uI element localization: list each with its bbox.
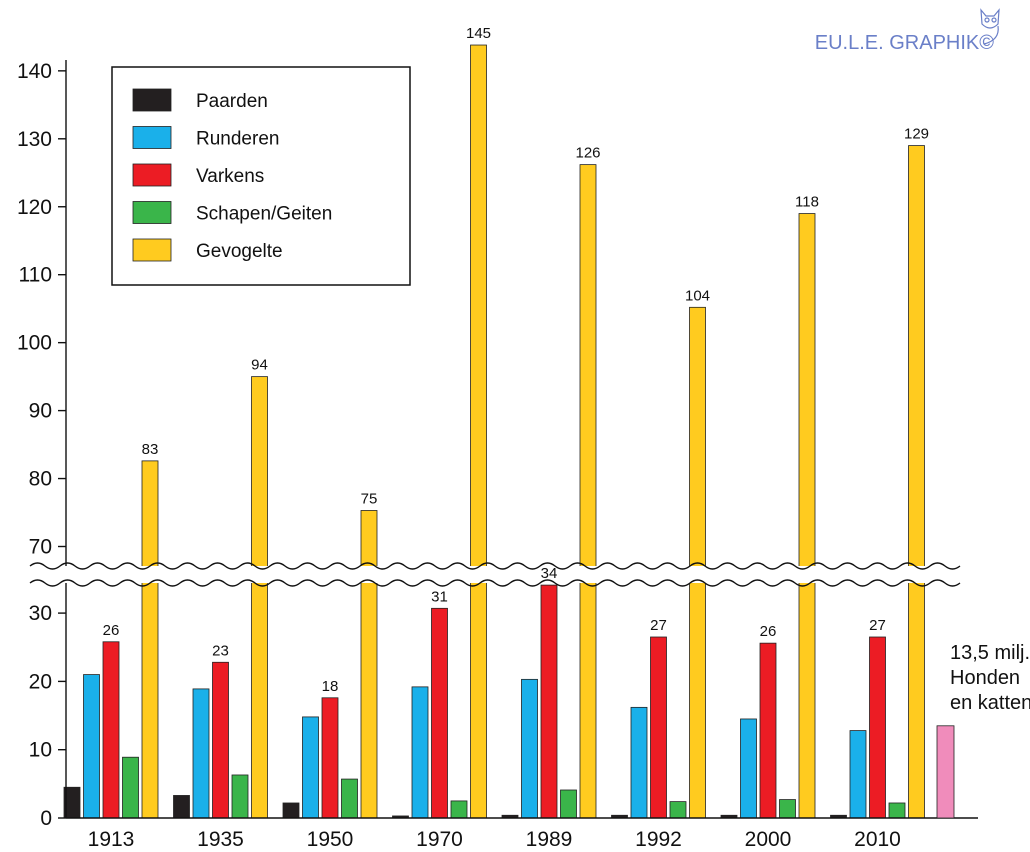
bar-runderen-1970 [411, 686, 429, 819]
legend: Paarden Runderen Varkens Schapen/Geiten Gevo… [111, 66, 411, 286]
y-tick-label-0: 0 [40, 807, 52, 830]
legend-swatch-schapen-geiten [132, 201, 172, 224]
x-tick-label-2000: 2000 [745, 828, 792, 851]
y-tick-label-110: 110 [19, 264, 52, 287]
bar-schapen-geiten-1992 [669, 801, 687, 819]
legend-label-gevogelte: Gevogelte [196, 241, 283, 262]
data-label-gevogelte-2000: 118 [795, 194, 819, 211]
data-label-varkens-2000: 26 [760, 623, 777, 640]
data-label-gevogelte-1970: 145 [466, 25, 491, 42]
data-label-gevogelte-1950: 75 [361, 490, 378, 507]
bar-varkens-1989 [540, 584, 558, 819]
bar-varkens-1992 [650, 636, 667, 819]
pets-note-line-1: 13,5 milj. [950, 642, 1030, 664]
legend-label-varkens: Varkens [196, 166, 264, 187]
axis-break-marks [29, 562, 961, 587]
bar-schapen-geiten-1935 [231, 774, 249, 819]
bar-paarden-1950 [282, 802, 300, 819]
bar-varkens-1970 [431, 607, 448, 819]
bar-schapen-geiten-2000 [779, 799, 796, 819]
bar-schapen-geiten-1970 [450, 800, 468, 819]
bar-gevogelte-2000 [798, 213, 816, 819]
data-label-varkens-1935: 23 [212, 642, 229, 659]
y-tick-label-30: 30 [29, 602, 52, 625]
pets-note-line-2: Honden [950, 667, 1020, 689]
data-label-gevogelte-1989: 126 [575, 145, 600, 162]
bar-honden-en-katten [936, 725, 955, 819]
bar-gevogelte-2010 [908, 145, 925, 819]
bar-varkens-2000 [759, 642, 777, 819]
x-tick-label-1970: 1970 [416, 828, 463, 851]
axis-break-line-bottom [29, 579, 961, 587]
bar-gevogelte-1935 [251, 376, 268, 819]
pets-note: 13,5 milj. Honden en katten [950, 642, 1030, 714]
bar-varkens-2010 [869, 636, 886, 819]
y-tick-label-10: 10 [29, 739, 52, 762]
bar-schapen-geiten-1989 [560, 789, 577, 819]
bar-schapen-geiten-2010 [888, 802, 906, 819]
x-tick-label-2010: 2010 [854, 828, 901, 851]
bar-schapen-geiten-1950 [341, 778, 358, 819]
data-label-varkens-1950: 18 [322, 678, 339, 695]
x-tick-label-1989: 1989 [526, 828, 573, 851]
bar-paarden-1935 [173, 795, 190, 819]
data-label-gevogelte-2010: 129 [904, 126, 929, 143]
y-tick-label-140: 140 [17, 60, 52, 83]
x-axis: 1913 1935 1950 1970 1989 1992 2000 2010 [66, 817, 978, 851]
x-tick-label-1992: 1992 [635, 828, 682, 851]
y-tick-label-90: 90 [29, 400, 52, 423]
pets-note-line-3: en katten [950, 692, 1030, 714]
y-tick-label-80: 80 [29, 468, 52, 491]
owl-icon [980, 8, 1000, 45]
legend-label-runderen: Runderen [196, 129, 279, 150]
data-label-gevogelte-1935: 94 [251, 357, 268, 374]
bar-varkens-1913 [102, 641, 120, 819]
y-tick-label-120: 120 [17, 196, 52, 219]
bar-runderen-2010 [849, 730, 867, 819]
data-label-varkens-1989: 34 [541, 565, 558, 582]
pets-bar-layer [936, 725, 955, 819]
bar-varkens-1935 [212, 661, 229, 819]
x-tick-label-1913: 1913 [88, 828, 135, 851]
bar-varkens-1950 [321, 697, 339, 819]
watermark-text: EU.L.E. GRAPHIK© [815, 32, 994, 54]
data-label-gevogelte-1992: 104 [685, 287, 710, 304]
bar-runderen-2000 [740, 718, 757, 819]
bar-gevogelte-1970 [470, 44, 487, 819]
bar-runderen-1950 [302, 716, 319, 819]
bar-gevogelte-1913 [141, 460, 159, 819]
watermark: EU.L.E. GRAPHIK© [815, 8, 1000, 54]
bar-schapen-geiten-1913 [122, 756, 139, 819]
data-label-varkens-1913: 26 [103, 622, 120, 639]
legend-label-paarden: Paarden [196, 91, 268, 112]
axis-break-gap [30, 566, 940, 583]
data-label-varkens-1992: 27 [650, 617, 667, 634]
y-tick-label-100: 100 [17, 332, 52, 355]
bar-gevogelte-1950 [360, 510, 378, 819]
data-label-varkens-1970: 31 [431, 588, 448, 605]
x-tick-label-1950: 1950 [307, 828, 354, 851]
bar-runderen-1935 [192, 688, 210, 819]
data-labels: 26 23 18 31 34 27 26 27 83 94 75 145 126 104 118 129 [103, 25, 929, 695]
legend-swatch-varkens [132, 163, 172, 187]
legend-swatch-paarden [132, 88, 172, 112]
data-label-gevogelte-1913: 83 [142, 441, 159, 458]
bar-gevogelte-1989 [579, 164, 597, 819]
bar-runderen-1913 [83, 674, 100, 819]
bar-runderen-1989 [521, 678, 538, 819]
y-tick-label-130: 130 [17, 128, 52, 151]
data-label-varkens-2010: 27 [869, 617, 886, 634]
bar-runderen-1992 [630, 706, 648, 819]
legend-swatch-runderen [132, 126, 172, 149]
y-tick-label-70: 70 [29, 536, 52, 559]
x-tick-label-1935: 1935 [197, 828, 244, 851]
legend-swatch-gevogelte [132, 238, 172, 262]
y-tick-label-20: 20 [29, 670, 52, 693]
y-axis: 0 10 20 30 70 80 90 100 110 120 130 140 [17, 60, 67, 830]
legend-label-schapen-geiten: Schapen/Geiten [196, 204, 332, 225]
axis-break-line-top [29, 562, 961, 570]
